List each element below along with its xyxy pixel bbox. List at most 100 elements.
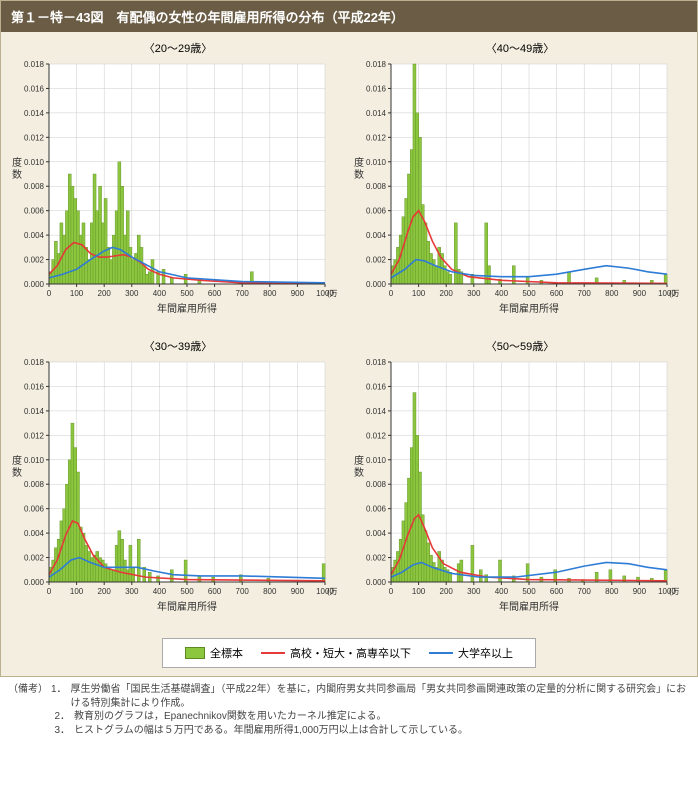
panel-title: 〈40～49歳〉 [349, 40, 691, 56]
svg-text:(万円): (万円) [669, 289, 679, 298]
svg-text:0: 0 [47, 289, 52, 298]
svg-text:0.014: 0.014 [24, 407, 45, 416]
svg-text:数: 数 [354, 466, 364, 479]
legend-swatch-bar [185, 647, 205, 659]
svg-text:0.014: 0.014 [24, 109, 45, 118]
svg-text:200: 200 [440, 289, 454, 298]
svg-text:400: 400 [153, 289, 167, 298]
svg-text:(万円): (万円) [669, 587, 679, 596]
legend-item-red: 高校・短大・高専卒以下 [261, 645, 411, 661]
legend-swatch-blue-line [429, 652, 453, 654]
svg-text:700: 700 [236, 587, 250, 596]
chart-svg-slot: 0.0000.0020.0040.0060.0080.0100.0120.014… [7, 58, 349, 328]
svg-text:700: 700 [578, 587, 592, 596]
svg-text:0.010: 0.010 [366, 456, 387, 465]
svg-text:年間雇用所得: 年間雇用所得 [157, 302, 217, 315]
panel-40-49: 〈40～49歳〉 0.0000.0020.0040.0060.0080.0100… [349, 36, 691, 334]
svg-text:0.012: 0.012 [24, 431, 45, 440]
chart-svg-slot: 0.0000.0020.0040.0060.0080.0100.0120.014… [349, 58, 691, 328]
svg-text:200: 200 [440, 587, 454, 596]
svg-text:0.000: 0.000 [366, 280, 387, 289]
svg-text:800: 800 [263, 289, 277, 298]
svg-text:400: 400 [495, 289, 509, 298]
svg-text:0.010: 0.010 [24, 158, 45, 167]
legend-label: 全標本 [210, 645, 243, 661]
legend-item-all: 全標本 [185, 645, 243, 661]
svg-text:0.006: 0.006 [366, 505, 387, 514]
footnote-index: 3． [48, 724, 74, 738]
svg-text:0.016: 0.016 [24, 84, 45, 93]
svg-text:0.002: 0.002 [366, 554, 387, 563]
legend-label: 高校・短大・高専卒以下 [290, 645, 411, 661]
legend-swatch-red-line [261, 652, 285, 654]
panel-title: 〈20～29歳〉 [7, 40, 349, 56]
footnote-index: 1． [48, 683, 71, 710]
svg-text:0.004: 0.004 [366, 529, 387, 538]
footnote-heading: （備考） [8, 683, 48, 710]
svg-text:0.010: 0.010 [24, 456, 45, 465]
panel-50-59: 〈50～59歳〉 0.0000.0020.0040.0060.0080.0100… [349, 334, 691, 632]
chart-svg-slot: 0.0000.0020.0040.0060.0080.0100.0120.014… [349, 356, 691, 626]
figure-title: 第１－特－43図 有配偶の女性の年間雇用所得の分布（平成22年） [1, 1, 697, 32]
svg-text:年間雇用所得: 年間雇用所得 [499, 600, 559, 613]
svg-text:数: 数 [354, 168, 364, 181]
svg-text:0.018: 0.018 [24, 60, 45, 69]
svg-text:500: 500 [180, 587, 194, 596]
svg-text:900: 900 [291, 289, 305, 298]
chart-svg: 0.0000.0020.0040.0060.0080.0100.0120.014… [7, 58, 337, 328]
svg-text:0.000: 0.000 [366, 578, 387, 587]
svg-text:0.012: 0.012 [24, 133, 45, 142]
svg-text:100: 100 [70, 289, 84, 298]
svg-text:0.018: 0.018 [366, 60, 387, 69]
svg-text:700: 700 [236, 289, 250, 298]
svg-text:0: 0 [389, 587, 394, 596]
svg-text:0.012: 0.012 [366, 431, 387, 440]
chart-svg: 0.0000.0020.0040.0060.0080.0100.0120.014… [349, 58, 679, 328]
svg-text:0.018: 0.018 [24, 358, 45, 367]
chart-svg-slot: 0.0000.0020.0040.0060.0080.0100.0120.014… [7, 356, 349, 626]
svg-text:200: 200 [98, 289, 112, 298]
svg-text:900: 900 [633, 289, 647, 298]
svg-text:800: 800 [605, 289, 619, 298]
svg-text:800: 800 [263, 587, 277, 596]
svg-text:500: 500 [180, 289, 194, 298]
svg-text:300: 300 [125, 587, 139, 596]
legend: 全標本 高校・短大・高専卒以下 大学卒以上 [162, 638, 536, 668]
svg-text:100: 100 [70, 587, 84, 596]
svg-text:数: 数 [12, 168, 22, 181]
svg-text:度: 度 [354, 156, 364, 169]
figure-container: 第１－特－43図 有配偶の女性の年間雇用所得の分布（平成22年） 〈20～29歳… [0, 0, 698, 677]
svg-text:0.018: 0.018 [366, 358, 387, 367]
chart-svg: 0.0000.0020.0040.0060.0080.0100.0120.014… [7, 356, 337, 626]
svg-text:年間雇用所得: 年間雇用所得 [499, 302, 559, 315]
svg-text:0.006: 0.006 [24, 207, 45, 216]
svg-text:700: 700 [578, 289, 592, 298]
svg-text:0: 0 [47, 587, 52, 596]
svg-text:800: 800 [605, 587, 619, 596]
svg-text:300: 300 [125, 289, 139, 298]
svg-text:度: 度 [12, 454, 22, 467]
svg-text:0.004: 0.004 [366, 231, 387, 240]
footnote-text: 厚生労働省「国民生活基礎調査」（平成22年）を基に，内閣府男女共同参画局「男女共… [71, 683, 690, 710]
svg-text:度: 度 [12, 156, 22, 169]
svg-text:100: 100 [412, 289, 426, 298]
svg-text:600: 600 [208, 587, 222, 596]
svg-text:200: 200 [98, 587, 112, 596]
svg-text:900: 900 [633, 587, 647, 596]
svg-text:0.006: 0.006 [24, 505, 45, 514]
svg-text:0.006: 0.006 [366, 207, 387, 216]
svg-text:0.008: 0.008 [24, 182, 45, 191]
legend-label: 大学卒以上 [458, 645, 513, 661]
svg-text:600: 600 [550, 587, 564, 596]
footnote-text: ヒストグラムの幅は５万円である。年間雇用所得1,000万円以上は合計して示してい… [74, 724, 468, 738]
svg-text:300: 300 [467, 587, 481, 596]
svg-text:100: 100 [412, 587, 426, 596]
svg-text:0.000: 0.000 [24, 280, 45, 289]
svg-text:0.014: 0.014 [366, 407, 387, 416]
svg-text:300: 300 [467, 289, 481, 298]
svg-text:0.016: 0.016 [366, 382, 387, 391]
svg-text:600: 600 [208, 289, 222, 298]
svg-text:年間雇用所得: 年間雇用所得 [157, 600, 217, 613]
svg-text:(万円): (万円) [327, 289, 337, 298]
svg-text:500: 500 [522, 289, 536, 298]
